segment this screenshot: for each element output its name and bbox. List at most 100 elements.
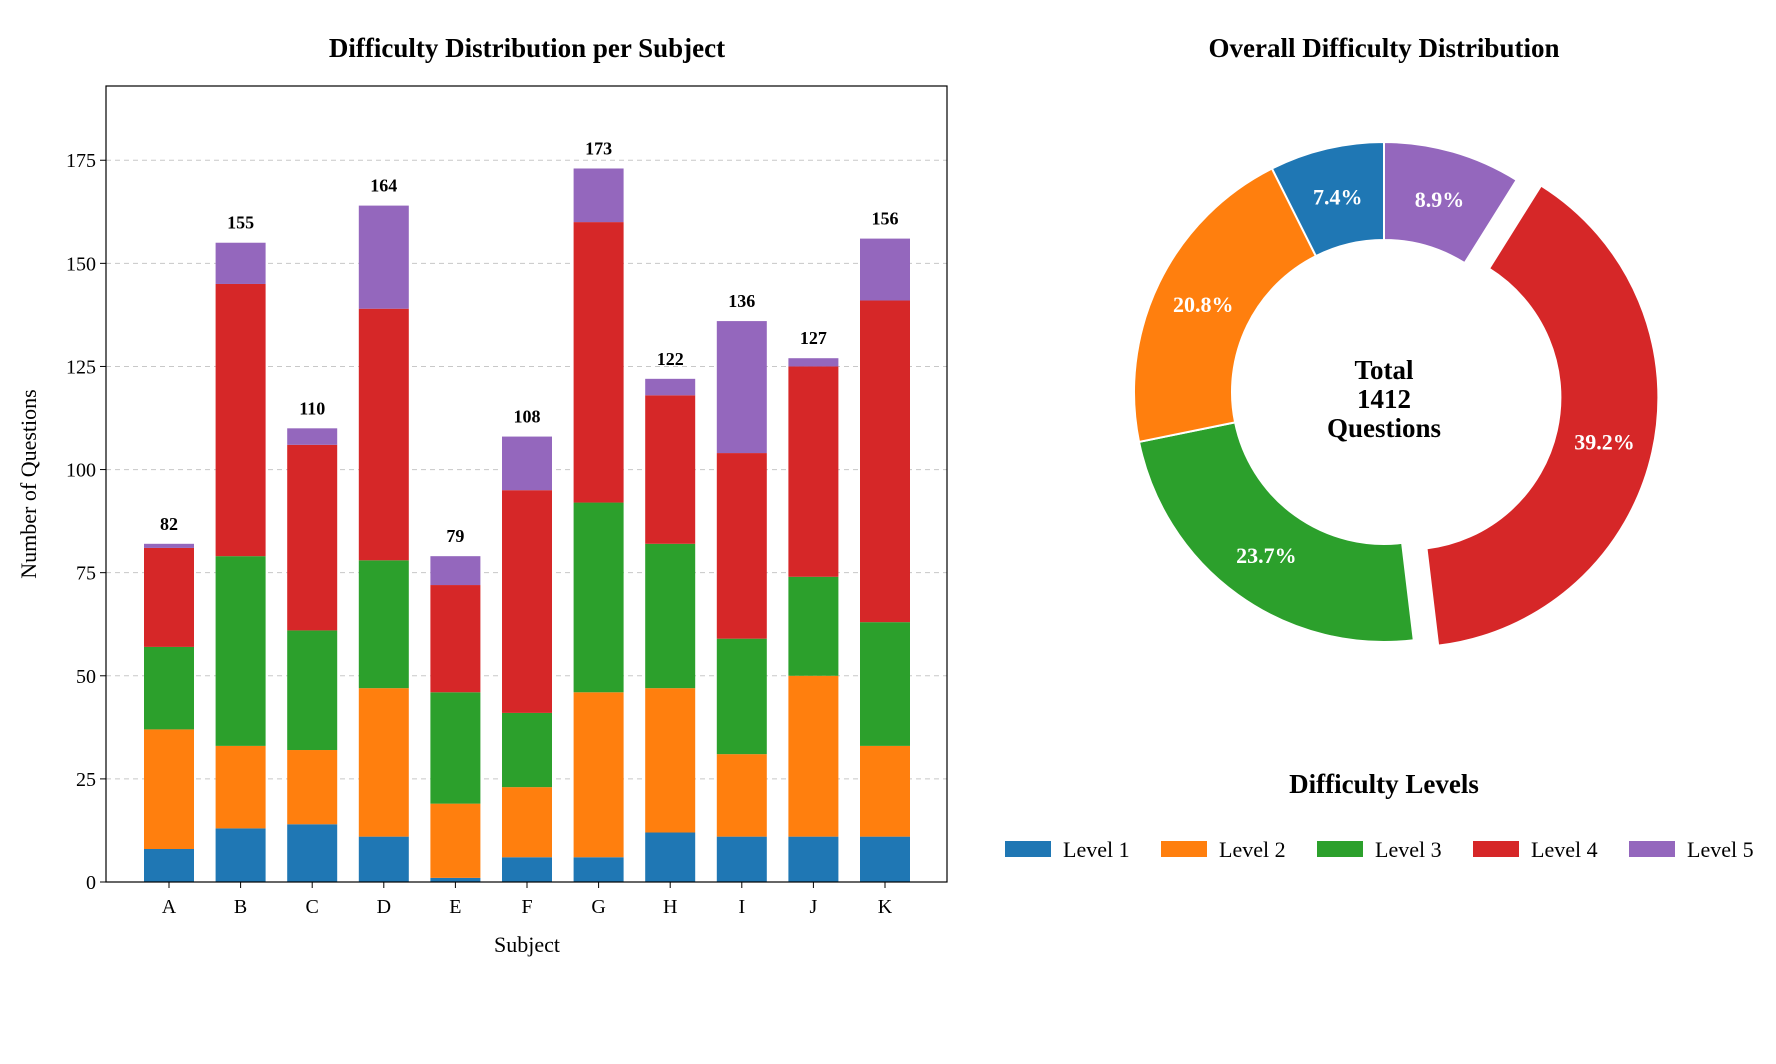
y-tick-label: 25 [76, 769, 96, 791]
bar-H-level-1 [645, 832, 696, 882]
y-tick-label: 0 [86, 872, 96, 894]
bar-I-level-2 [716, 754, 767, 837]
bar-J-level-1 [788, 836, 839, 882]
bar-F-level-3 [502, 712, 552, 788]
center-label-line-2: 1412 [1357, 384, 1411, 414]
bar-E-level-5 [430, 556, 481, 586]
bar-E-level-3 [430, 692, 481, 804]
bar-total-label: 79 [446, 526, 464, 546]
bar-E-level-4 [430, 585, 481, 693]
bar-total-label: 122 [657, 349, 684, 369]
bar-total-label: 136 [728, 291, 755, 311]
legend-swatch-level-3 [1317, 841, 1363, 857]
y-tick-label: 100 [66, 460, 96, 482]
bar-A-level-3 [144, 646, 194, 730]
bar-total-label: 127 [800, 328, 827, 348]
bar-G-level-3 [573, 502, 624, 693]
bar-H-level-2 [645, 688, 696, 833]
donut-percent-label: 7.4% [1313, 184, 1363, 209]
bar-E-level-2 [430, 803, 481, 878]
x-axis-ticks: A B C D E F G H I J K [162, 882, 893, 918]
legend-label: Level 3 [1375, 837, 1442, 862]
x-tick-label: B [234, 896, 247, 918]
bar-G-level-5 [573, 168, 624, 223]
donut-percent-label: 23.7% [1236, 543, 1297, 568]
y-tick-label: 125 [66, 356, 96, 378]
bar-F-level-2 [502, 787, 552, 858]
legend-label: Level 1 [1063, 837, 1130, 862]
bar-total-label: 110 [299, 398, 325, 418]
y-tick-label: 175 [66, 150, 96, 172]
bar-total-label: 82 [160, 514, 178, 534]
bar-G-level-2 [573, 692, 624, 858]
x-tick-label: F [521, 896, 532, 918]
legend-swatch-level-1 [1005, 841, 1051, 857]
center-label-line-3: Questions [1327, 413, 1441, 443]
y-axis-label: Number of Questions [16, 389, 41, 578]
bar-B-level-2 [215, 745, 266, 829]
x-tick-label: C [306, 896, 319, 918]
bar-K-level-3 [860, 622, 910, 746]
bar-K-level-5 [860, 238, 910, 301]
bar-chart-title: Difficulty Distribution per Subject [329, 33, 725, 63]
bar-F-level-5 [502, 436, 552, 491]
bar-G-level-1 [573, 857, 624, 882]
bar-J-level-3 [788, 576, 839, 676]
legend-swatch-level-4 [1473, 841, 1519, 857]
legend-label: Level 2 [1219, 837, 1286, 862]
donut-slice-level-4 [1425, 184, 1660, 647]
y-tick-label: 75 [76, 563, 96, 585]
bar-D-level-4 [358, 308, 409, 561]
x-axis-label: Subject [494, 932, 560, 957]
bar-total-label: 173 [585, 138, 612, 158]
legend-label: Level 4 [1531, 837, 1598, 862]
bar-C-level-4 [287, 444, 338, 631]
x-tick-label: E [449, 896, 461, 918]
bar-F-level-1 [502, 857, 552, 882]
y-axis-ticks: 0 25 50 75 100 125 150 175 [66, 150, 106, 894]
bar-K-level-2 [860, 745, 910, 837]
donut-slice-level-5 [1383, 140, 1519, 265]
bar-A-level-2 [144, 729, 194, 850]
x-tick-label: H [663, 896, 677, 918]
bar-D-level-2 [358, 688, 409, 837]
bar-total-label: 156 [872, 209, 899, 229]
x-tick-label: D [377, 896, 391, 918]
bar-D-level-3 [358, 560, 409, 689]
bar-I-level-5 [716, 321, 767, 454]
bar-K-level-1 [860, 836, 910, 882]
donut-percent-label: 39.2% [1574, 429, 1635, 454]
center-label-line-1: Total [1354, 355, 1414, 385]
donut-slice-level-2 [1133, 167, 1318, 444]
bar-H-level-5 [645, 378, 696, 396]
bar-A-level-4 [144, 547, 194, 647]
bar-C-level-2 [287, 750, 338, 825]
donut-percent-label: 8.9% [1415, 187, 1465, 212]
bar-J-level-2 [788, 675, 839, 837]
legend-swatch-level-5 [1629, 841, 1675, 857]
donut-slices [1133, 140, 1660, 647]
legend: Level 1 Level 2 Level 3 Level 4 Level 5 [1005, 837, 1754, 862]
bar-F-level-4 [502, 490, 552, 713]
bar-G-level-4 [573, 222, 624, 503]
bar-A-level-1 [144, 849, 194, 882]
donut-slice-level-3 [1137, 421, 1415, 643]
donut-percent-label: 20.8% [1173, 292, 1234, 317]
bar-B-level-1 [215, 828, 266, 882]
x-tick-label: A [162, 896, 177, 918]
bar-series [144, 168, 910, 882]
y-tick-label: 150 [66, 253, 96, 275]
bar-D-level-1 [358, 836, 409, 882]
bar-H-level-4 [645, 395, 696, 544]
bar-E-level-1 [430, 877, 481, 882]
donut-percent-labels: 7.4% 8.9% 39.2% 23.7% 20.8% [1173, 184, 1635, 568]
bar-total-label: 108 [514, 407, 541, 427]
bar-J-level-4 [788, 366, 839, 577]
bar-A-level-5 [144, 543, 194, 548]
legend-title: Difficulty Levels [1289, 769, 1479, 799]
y-tick-label: 50 [76, 666, 96, 688]
bar-C-level-1 [287, 824, 338, 882]
bar-B-level-4 [215, 283, 266, 557]
bar-C-level-3 [287, 630, 338, 751]
